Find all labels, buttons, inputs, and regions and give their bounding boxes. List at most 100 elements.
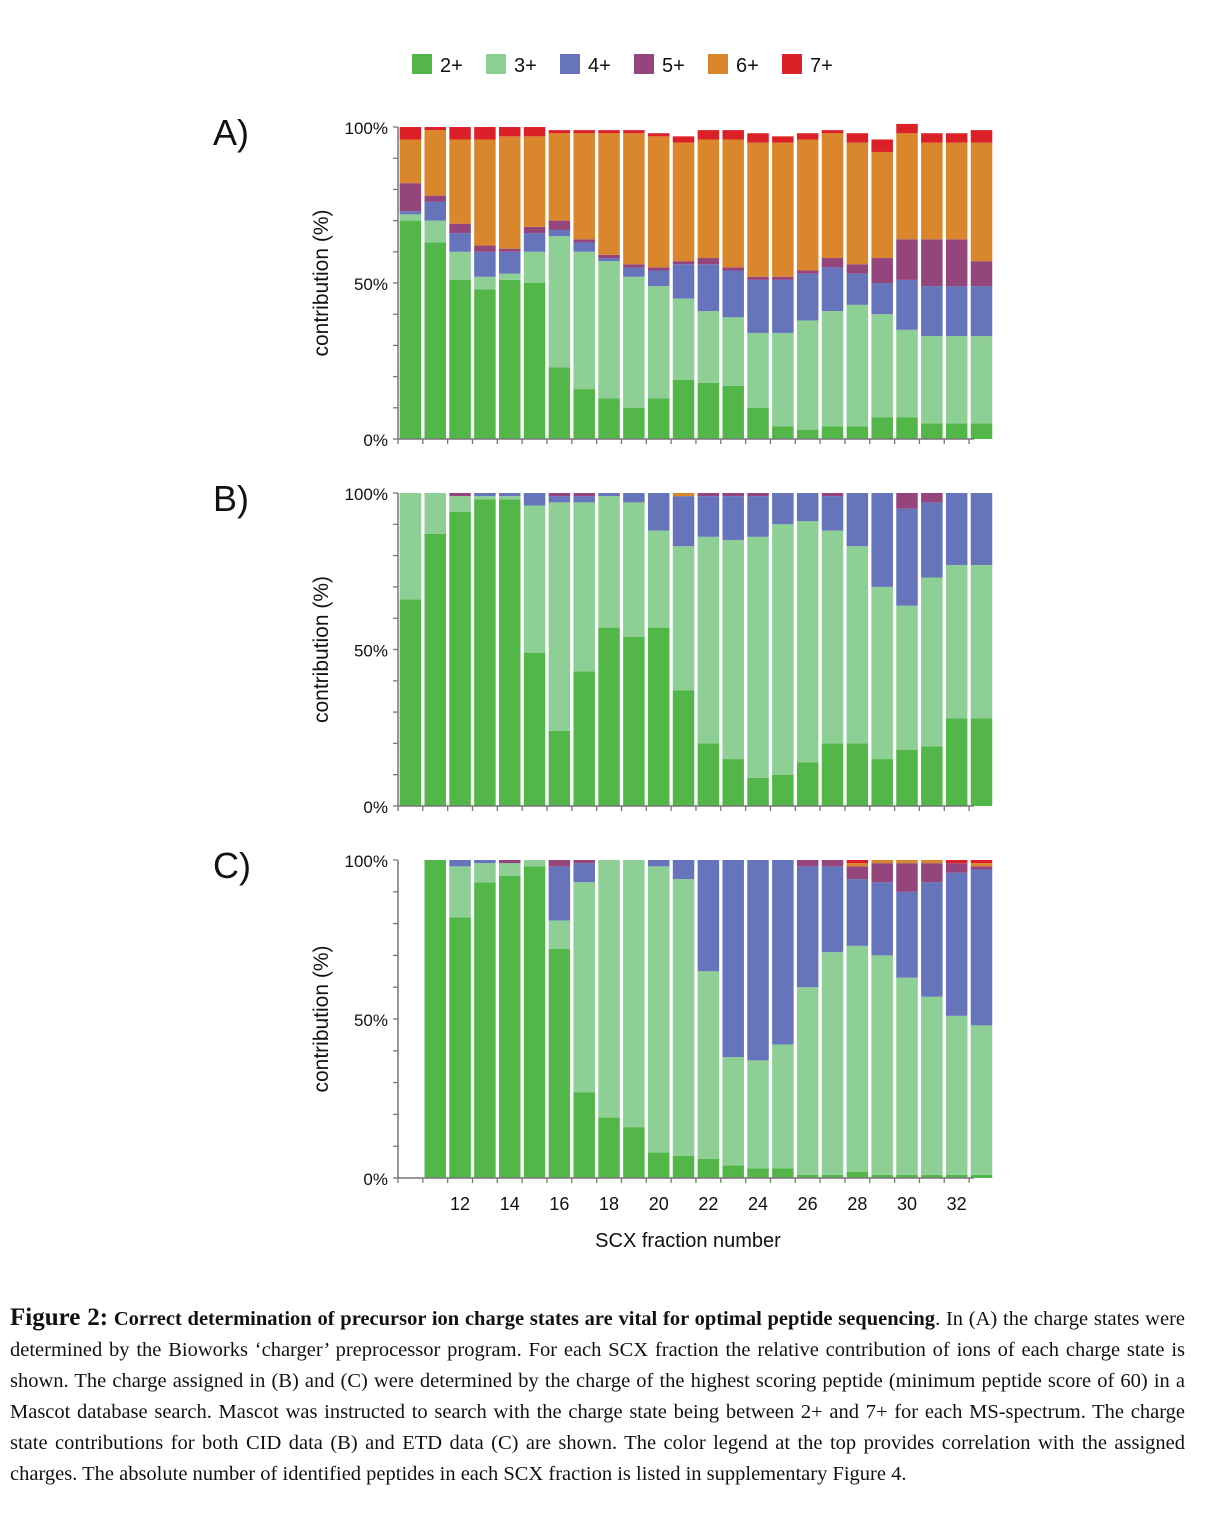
y-tick-label: 50% [354,1011,388,1030]
panel-1: 0% 50% 100% contribution (%) A) [213,112,993,450]
bar-segment-25-4+ [772,860,794,1045]
x-tick-label: 28 [847,1194,867,1214]
bar-segment-19-2+ [623,407,645,439]
bar-segment-20-3+ [647,530,670,628]
bar-segment-29-3+ [871,586,893,760]
bar-segment-20-3+ [647,866,670,1153]
bar-segment-20-4+ [647,270,670,287]
bar-segment-20-6+ [647,136,670,268]
bar-segment-19-3+ [623,860,645,1128]
bar-segment-25-2+ [772,426,794,439]
bar-segment-28-5+ [846,264,869,274]
bar-segment-28-4+ [846,273,869,305]
bar-segment-32-5+ [945,239,968,287]
bar-segment-20-2+ [647,398,670,439]
bar-segment-17-2+ [573,1092,595,1178]
panel-2: 0% 50% 100% contribution (%) B) [213,478,993,817]
bar-segment-32-4+ [945,286,968,337]
x-tick-label: 32 [947,1194,967,1214]
bar-segment-24-3+ [747,1060,769,1169]
bar-segment-31-5+ [921,863,943,883]
bar-segment-21-2+ [672,379,695,439]
bar-segment-25-3+ [772,524,794,775]
bar-segment-26-3+ [796,987,819,1175]
bar-segment-33-3+ [970,1025,993,1175]
bar-segment-29-4+ [871,283,893,315]
bar-segment-25-3+ [772,1044,794,1169]
bar-segment-16-5+ [548,860,571,867]
legend-swatch-6 [782,54,802,74]
bar-segment-33-4+ [970,493,993,565]
bar-segment-11-6+ [424,130,446,196]
bar-segment-26-4+ [796,866,819,988]
bar-segment-22-2+ [697,382,720,439]
bar-segment-24-4+ [747,279,769,333]
bar-segment-28-2+ [846,1171,869,1178]
bar-segment-24-6+ [747,142,769,277]
bar-segment-24-4+ [747,860,769,1061]
bar-segment-29-2+ [871,417,893,439]
bar-segment-13-3+ [474,276,496,290]
bar-segment-17-7+ [573,130,595,134]
bar-segment-14-4+ [498,251,521,274]
bar-segment-13-3+ [474,496,496,500]
bar-segment-28-3+ [846,304,869,427]
bar-segment-23-3+ [722,1057,744,1166]
bar-segment-32-5+ [945,863,968,873]
bar-segment-22-7+ [697,130,720,140]
bar-segment-30-5+ [896,239,918,280]
y-tick-label: 50% [354,642,388,661]
bar-segment-12-3+ [449,866,471,918]
bar-segment-20-2+ [647,1152,670,1178]
bar-segment-23-6+ [722,139,744,268]
bar-segment-20-5+ [647,267,670,271]
bar-segment-29-3+ [871,314,893,418]
bar-segment-17-4+ [573,496,595,503]
bar-segment-29-7+ [871,139,893,152]
bar-segment-30-3+ [896,329,918,418]
bar-segment-32-7+ [945,133,968,143]
x-tick-label: 20 [649,1194,669,1214]
bar-segment-30-4+ [896,508,918,606]
bar-segment-21-2+ [672,690,695,806]
bar-segment-10-4+ [399,211,422,215]
bar-segment-10-7+ [399,127,422,140]
bar-segment-16-5+ [548,493,571,497]
bar-segment-30-6+ [896,133,918,240]
bar-segment-17-3+ [573,502,595,672]
bar-segment-31-3+ [921,996,943,1175]
bar-segment-15-7+ [523,127,546,137]
bar-segment-13-2+ [474,882,496,1178]
bar-segment-14-2+ [498,279,521,439]
legend-swatch-4 [634,54,654,74]
bar-segment-21-3+ [672,298,695,380]
bar-segment-32-3+ [945,336,968,424]
bar-segment-27-2+ [821,426,844,439]
bar-segment-27-2+ [821,743,844,806]
y-axis-title: contribution (%) [310,209,333,356]
x-tick-label: 14 [500,1194,520,1214]
bar-segment-10-5+ [399,183,422,212]
bar-segment-23-2+ [722,1165,744,1178]
legend-swatch-3 [560,54,580,74]
bar-segment-12-3+ [449,496,471,512]
bar-segment-10-3+ [399,493,422,600]
bar-segment-11-4+ [424,201,446,221]
bar-segment-14-3+ [498,273,521,280]
bar-segment-26-5+ [796,270,819,274]
bar-segment-28-6+ [846,863,869,867]
bar-segment-25-2+ [772,1168,794,1178]
bar-segment-14-6+ [498,136,521,249]
bar-segment-31-5+ [921,493,943,503]
bar-segment-18-4+ [598,493,620,497]
caption-bold-title: Correct determination of precursor ion c… [113,1308,936,1330]
bar-segment-22-2+ [697,1158,720,1178]
bar-segment-14-7+ [498,127,521,137]
bar-segment-33-4+ [970,286,993,337]
bar-segment-32-2+ [945,718,968,806]
bar-segment-18-4+ [598,258,620,262]
bar-segment-28-3+ [846,945,869,1172]
bar-segment-16-2+ [548,367,571,439]
bar-segment-21-2+ [672,1155,695,1178]
bar-segment-13-2+ [474,499,496,806]
